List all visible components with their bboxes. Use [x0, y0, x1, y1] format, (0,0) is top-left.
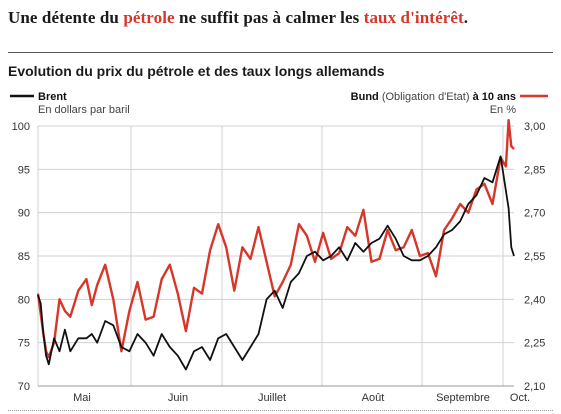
left-tick-label: 100 [12, 121, 30, 133]
x-tick-label: Oct. [510, 392, 530, 404]
right-tick-label: 3,00 [524, 121, 545, 133]
x-tick-label: Mai [73, 392, 91, 404]
left-tick-label: 85 [18, 251, 30, 263]
headline-part-3: ne suffit pas à calmer les [174, 8, 364, 27]
headline-part-1: Une détente du [8, 8, 124, 27]
left-tick-label: 90 [18, 208, 30, 220]
legend-bund-suffix: à 10 ans [473, 91, 516, 103]
right-tick-label: 2,70 [524, 208, 545, 220]
right-axis-ticks: 3,00 2,85 2,70 2,55 2,40 2,25 2,10 [524, 121, 545, 393]
right-axis-unit: En % [490, 104, 517, 116]
left-tick-label: 75 [18, 338, 30, 350]
left-axis-ticks: 100 95 90 85 80 75 70 [12, 121, 30, 393]
headline-highlight-petrole: pétrole [123, 8, 175, 27]
legend-brent-label: Brent [38, 91, 67, 103]
left-axis-unit: En dollars par baril [38, 104, 130, 116]
legend-bund-label: Bund (Obligation d'Etat) à 10 ans [351, 91, 516, 103]
right-tick-label: 2,85 [524, 164, 545, 176]
right-tick-label: 2,25 [524, 338, 545, 350]
headline-part-5: . [463, 8, 469, 27]
x-tick-label: Août [362, 392, 385, 404]
legend-brent: Brent En dollars par baril [10, 91, 130, 116]
headline: Une détente du pétrole ne suffit pas à c… [8, 8, 468, 28]
top-divider [8, 52, 553, 53]
legend-bund-name: Bund [351, 91, 379, 103]
legend-bund-desc: (Obligation d'Etat) [379, 91, 473, 103]
x-tick-label: Juin [168, 392, 188, 404]
left-tick-label: 95 [18, 164, 30, 176]
x-tick-label: Juillet [258, 392, 286, 404]
right-tick-label: 2,10 [524, 381, 545, 393]
left-tick-label: 70 [18, 381, 30, 393]
gridlines [37, 125, 514, 387]
right-tick-label: 2,40 [524, 294, 545, 306]
right-tick-label: 2,55 [524, 251, 545, 263]
x-tick-label: Septembre [436, 392, 490, 404]
series-line-brent [37, 155, 515, 371]
chart-title: Evolution du prix du pétrole et des taux… [8, 63, 385, 79]
left-tick-label: 80 [18, 294, 30, 306]
x-axis-ticks: Mai Juin Juillet Août Septembre Oct. [73, 392, 530, 404]
legend-bund: Bund (Obligation d'Etat) à 10 ans En % [351, 91, 548, 116]
series-line-bund [36, 119, 515, 359]
headline-highlight-taux: taux d'intérêt [363, 8, 464, 27]
bottom-divider [8, 410, 553, 411]
